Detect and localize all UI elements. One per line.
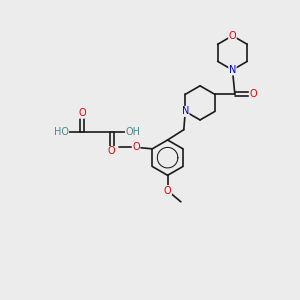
Text: O: O [249,89,257,99]
Text: O: O [108,146,116,157]
Text: N: N [182,106,189,116]
Text: O: O [79,108,86,118]
Text: HO: HO [54,127,69,137]
Text: N: N [229,65,236,75]
Text: O: O [132,142,140,152]
Text: O: O [229,31,236,41]
Text: OH: OH [125,127,140,137]
Text: O: O [164,186,171,196]
